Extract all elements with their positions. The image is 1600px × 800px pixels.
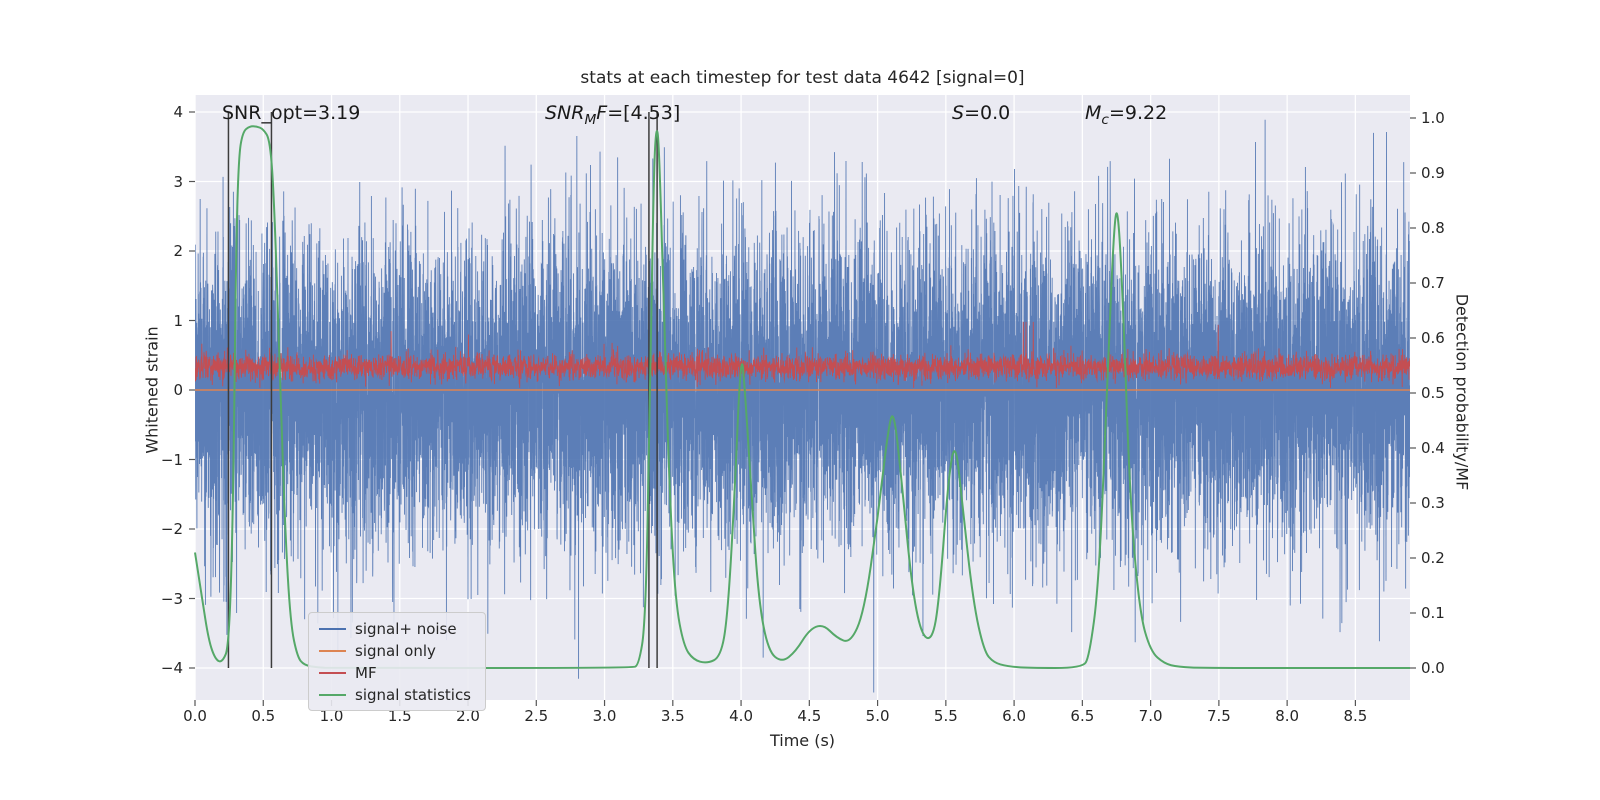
tick-label: 3.5 xyxy=(660,707,685,725)
tick-label: 0.5 xyxy=(1421,384,1445,402)
tick-label: 6.0 xyxy=(1002,707,1027,725)
y-axis-label-left: Whitened strain xyxy=(142,326,162,454)
legend-swatch xyxy=(319,671,346,674)
tick-label: 0.6 xyxy=(1421,329,1445,347)
legend-item: signal only xyxy=(319,641,471,660)
legend-label: MF xyxy=(355,663,377,682)
tick-label: 0.1 xyxy=(1421,604,1445,622)
annotation-subscript: c xyxy=(1101,111,1109,128)
tick-label: 4.5 xyxy=(797,707,822,725)
tick-label: 3.0 xyxy=(592,707,617,725)
legend-label: signal only xyxy=(355,641,436,660)
tick-label: 0 xyxy=(173,381,183,399)
tick-label: 1.0 xyxy=(319,707,344,725)
tick-label: 0.3 xyxy=(1421,494,1445,512)
annotation-text: =9.22 xyxy=(1108,102,1168,124)
y-axis-label-right: Detection probability/MF xyxy=(1452,293,1472,491)
chart-title: stats at each timestep for test data 464… xyxy=(580,68,1025,88)
annotation-snr-opt: SNR_opt=3.19 xyxy=(222,102,360,124)
tick-label: 0.5 xyxy=(251,707,276,725)
tick-label: 4 xyxy=(173,103,183,121)
tick-label: −4 xyxy=(160,659,183,677)
tick-label: −3 xyxy=(160,589,183,608)
tick-label: 1.5 xyxy=(387,707,412,725)
legend-swatch xyxy=(319,649,346,652)
tick-label: 0.0 xyxy=(183,707,207,725)
tick-label: 1.0 xyxy=(1421,109,1445,127)
tick-label: 0.8 xyxy=(1421,219,1445,237)
legend: signal+ noise signal only MF signal statist… xyxy=(308,612,487,711)
tick-label: 1 xyxy=(173,311,183,330)
annotation-text: S xyxy=(952,102,965,124)
tick-label: 3 xyxy=(173,172,183,191)
annotation-text: SNR xyxy=(545,102,585,124)
tick-label: 7.0 xyxy=(1138,707,1163,725)
legend-swatch xyxy=(319,627,346,630)
tick-label: 2.0 xyxy=(456,707,480,725)
tick-label: 2 xyxy=(173,242,183,260)
tick-label: −2 xyxy=(160,520,183,538)
tick-label: 0.9 xyxy=(1421,164,1445,182)
tick-label: 2.5 xyxy=(524,707,549,725)
tick-label: 8.5 xyxy=(1343,707,1368,725)
legend-swatch xyxy=(319,693,346,696)
legend-item: MF xyxy=(319,663,471,682)
legend-label: signal+ noise xyxy=(355,619,457,638)
tick-label: 5.0 xyxy=(865,707,890,725)
tick-label: 0.4 xyxy=(1421,439,1445,457)
tick-label: 5.5 xyxy=(933,707,958,725)
legend-item: signal+ noise xyxy=(319,619,471,638)
tick-label: 4.0 xyxy=(729,707,753,725)
annotation-text: F xyxy=(596,102,608,124)
tick-label: 0.7 xyxy=(1421,274,1445,292)
tick-label: 0.0 xyxy=(1421,659,1445,677)
tick-label: 8.0 xyxy=(1275,707,1300,725)
annotation-text: =[4.53] xyxy=(607,102,681,124)
annotation-text: =0.0 xyxy=(964,102,1011,124)
legend-item: signal statistics xyxy=(319,685,471,704)
tick-label: 6.5 xyxy=(1070,707,1095,725)
annotation-mc: Mc=9.22 xyxy=(1085,102,1167,128)
x-axis-label: Time (s) xyxy=(769,731,836,750)
tick-label: 0.2 xyxy=(1421,549,1445,567)
tick-label: −1 xyxy=(160,450,183,469)
tick-label: 7.5 xyxy=(1206,707,1231,725)
annotation-text: SNR_opt=3.19 xyxy=(222,102,361,124)
annotation-text: M xyxy=(1085,102,1102,124)
annotation-subscript: M xyxy=(584,111,597,128)
annotation-s: S=0.0 xyxy=(952,102,1010,124)
legend-label: signal statistics xyxy=(355,685,472,704)
annotation-snr-mf: SNRMF=[4.53] xyxy=(545,102,680,128)
